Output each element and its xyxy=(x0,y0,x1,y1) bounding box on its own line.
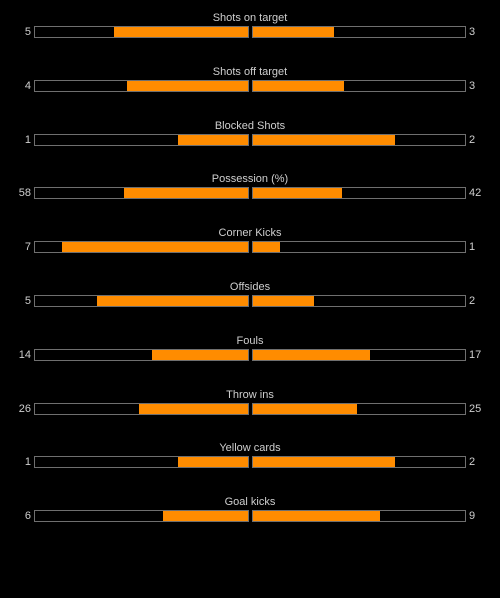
away-bar xyxy=(252,26,466,38)
stat-label: Offsides xyxy=(229,280,271,293)
home-value: 1 xyxy=(24,133,31,146)
away-value: 2 xyxy=(469,133,476,146)
home-bar xyxy=(34,187,249,200)
away-value: 1 xyxy=(469,241,476,254)
home-value: 4 xyxy=(24,79,31,92)
match-stats-panel: Shots on target 5 3 Shots off target 4 3… xyxy=(0,11,500,549)
away-value: 9 xyxy=(469,510,476,523)
home-bar xyxy=(34,402,249,415)
away-bar xyxy=(252,133,466,146)
away-bar-fill xyxy=(253,457,396,468)
away-value: 3 xyxy=(469,26,476,38)
home-bar-fill xyxy=(61,242,248,253)
home-bar-fill xyxy=(139,403,248,414)
stat-label: Throw ins xyxy=(226,388,274,401)
stat-label: Blocked Shots xyxy=(214,119,286,132)
stat-row-throw-ins: Throw ins 26 25 xyxy=(0,388,500,442)
away-bar xyxy=(252,510,466,523)
away-bar-fill xyxy=(253,27,334,37)
home-bar xyxy=(34,79,249,92)
away-bar xyxy=(252,294,466,307)
stat-label: Fouls xyxy=(236,334,264,347)
home-value: 5 xyxy=(24,26,31,38)
home-bar-fill xyxy=(177,457,248,468)
home-bar xyxy=(34,26,249,38)
home-bar-fill xyxy=(126,80,248,91)
away-bar-fill xyxy=(253,80,345,91)
home-bar-fill xyxy=(124,188,248,199)
stat-row-yellow-cards: Yellow cards 1 2 xyxy=(0,441,500,495)
home-value: 58 xyxy=(18,187,31,200)
away-value: 2 xyxy=(469,294,476,307)
away-value: 2 xyxy=(469,456,476,469)
away-bar xyxy=(252,79,466,92)
stat-row-shots-off-target: Shots off target 4 3 xyxy=(0,65,500,119)
home-bar-fill xyxy=(177,134,248,145)
home-value: 7 xyxy=(24,241,31,254)
away-bar xyxy=(252,402,466,415)
stat-label: Yellow cards xyxy=(219,442,281,455)
home-value: 14 xyxy=(18,348,31,361)
home-bar xyxy=(34,294,249,307)
home-bar xyxy=(34,133,249,146)
away-bar-fill xyxy=(253,242,280,253)
home-value: 5 xyxy=(24,294,31,307)
away-bar-fill xyxy=(253,188,343,199)
stat-label: Goal kicks xyxy=(224,496,276,509)
away-bar-fill xyxy=(253,134,396,145)
home-bar-fill xyxy=(162,511,248,522)
home-bar-fill xyxy=(96,295,248,306)
stat-row-possession: Possession (%) 58 42 xyxy=(0,172,500,226)
home-value: 1 xyxy=(24,456,31,469)
home-value: 6 xyxy=(24,510,31,523)
away-bar xyxy=(252,241,466,254)
away-value: 42 xyxy=(469,187,482,200)
away-bar-fill xyxy=(253,403,357,414)
away-bar-fill xyxy=(253,349,370,360)
home-value: 26 xyxy=(18,402,31,415)
stat-label: Possession (%) xyxy=(211,173,289,186)
away-bar-fill xyxy=(253,511,381,522)
stat-row-corner-kicks: Corner Kicks 7 1 xyxy=(0,226,500,280)
home-bar xyxy=(34,348,249,361)
home-bar xyxy=(34,456,249,469)
stat-row-blocked-shots: Blocked Shots 1 2 xyxy=(0,119,500,173)
away-value: 3 xyxy=(469,79,476,92)
away-bar xyxy=(252,456,466,469)
home-bar xyxy=(34,241,249,254)
away-bar-fill xyxy=(253,295,315,306)
stat-row-goal-kicks: Goal kicks 6 9 xyxy=(0,495,500,549)
away-value: 17 xyxy=(469,348,482,361)
away-bar xyxy=(252,187,466,200)
stat-label: Shots on target xyxy=(212,12,288,24)
home-bar-fill xyxy=(113,27,248,37)
away-bar xyxy=(252,348,466,361)
stat-row-offsides: Offsides 5 2 xyxy=(0,280,500,334)
stat-row-fouls: Fouls 14 17 xyxy=(0,334,500,388)
away-value: 25 xyxy=(469,402,482,415)
stat-row-shots-on-target: Shots on target 5 3 xyxy=(0,11,500,65)
stat-label: Shots off target xyxy=(212,65,288,78)
stat-label: Corner Kicks xyxy=(218,227,282,240)
home-bar-fill xyxy=(152,349,248,360)
home-bar xyxy=(34,510,249,523)
